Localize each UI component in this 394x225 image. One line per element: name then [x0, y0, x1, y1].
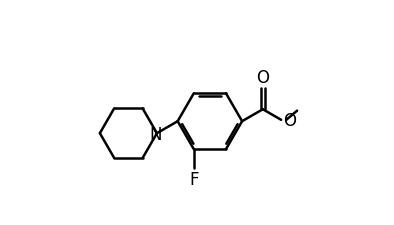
Text: N: N — [150, 126, 162, 144]
Text: F: F — [189, 170, 199, 188]
Text: O: O — [282, 111, 296, 129]
Text: O: O — [256, 69, 269, 86]
